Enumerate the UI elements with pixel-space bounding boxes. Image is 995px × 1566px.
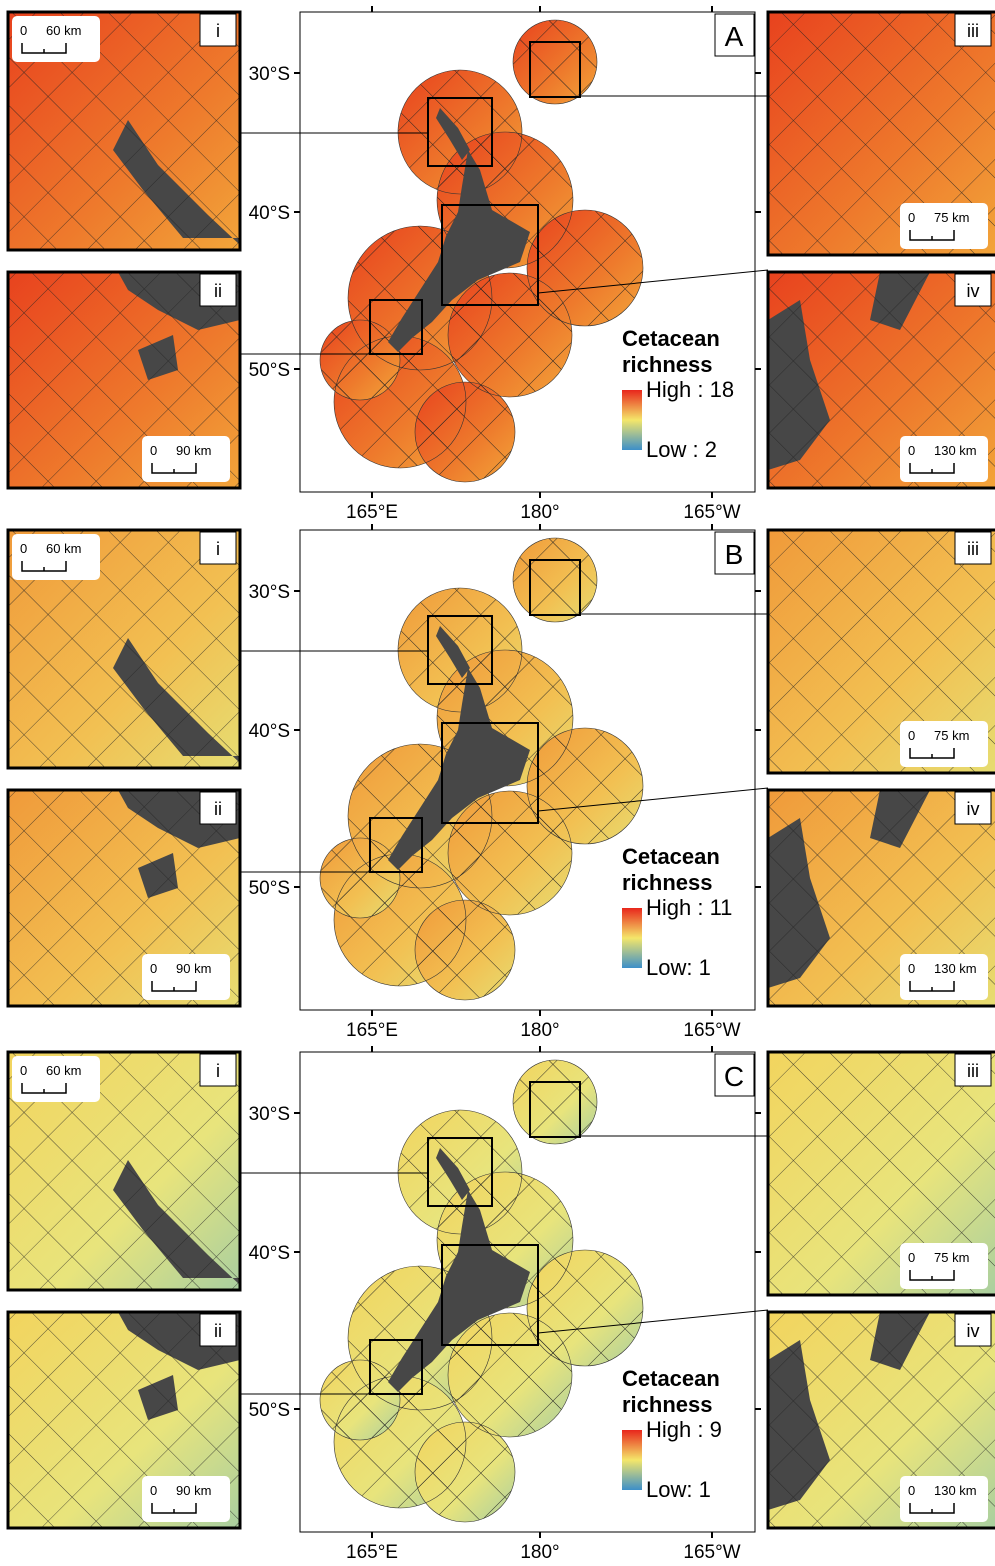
inset-label: ii	[214, 281, 222, 301]
inset-label: iii	[967, 21, 979, 41]
scale-distance: 75 km	[934, 210, 969, 225]
y-tick-label: 50°S	[249, 1400, 290, 1421]
y-tick-label: 40°S	[249, 1243, 290, 1264]
scale-zero: 0	[20, 1063, 27, 1078]
inset: i 0 60 km	[8, 12, 240, 250]
inset-label: i	[216, 21, 220, 41]
legend-low: Low: 1	[646, 955, 711, 980]
scale-zero: 0	[908, 1483, 915, 1498]
inset-label: ii	[214, 799, 222, 819]
inset-label: iv	[967, 1321, 980, 1341]
hatching	[513, 538, 597, 622]
figure: 30°S 40°S 50°S 165°E 180° 165°W A Cetacean rich…	[0, 0, 995, 1566]
y-tick-label: 30°S	[249, 1104, 290, 1125]
inset-label: iv	[967, 281, 980, 301]
x-tick-label: 180°	[520, 502, 559, 523]
inset: i 0 60 km	[8, 1052, 240, 1290]
scale-zero: 0	[20, 23, 27, 38]
panel-label: B	[725, 539, 744, 570]
scale-zero: 0	[908, 210, 915, 225]
scale-distance: 130 km	[934, 961, 977, 976]
y-tick-label: 40°S	[249, 721, 290, 742]
inset: iii 0 75 km	[768, 530, 995, 773]
inset-label: iv	[967, 799, 980, 819]
y-tick-label: 30°S	[249, 582, 290, 603]
scale-distance: 60 km	[46, 1063, 81, 1078]
inset: iv 0 130 km	[768, 790, 995, 1006]
legend-title-box: Cetacean richness	[622, 844, 762, 900]
scale-zero: 0	[150, 1483, 157, 1498]
legend-gradient	[622, 390, 642, 450]
scale-zero: 0	[908, 961, 915, 976]
inset-label: i	[216, 539, 220, 559]
legend-high: High : 9	[646, 1417, 722, 1442]
scale-distance: 90 km	[176, 961, 211, 976]
scale-distance: 130 km	[934, 443, 977, 458]
scale-zero: 0	[150, 443, 157, 458]
y-tick-label: 50°S	[249, 878, 290, 899]
scale-zero: 0	[150, 961, 157, 976]
panel-label: C	[724, 1061, 744, 1092]
x-tick-label: 165°W	[683, 502, 740, 523]
hatching	[415, 900, 515, 1000]
x-tick-label: 180°	[520, 1542, 559, 1563]
x-tick-label: 165°W	[683, 1542, 740, 1563]
scale-distance: 60 km	[46, 23, 81, 38]
hatching	[320, 838, 400, 918]
legend-title: Cetacean richness	[622, 326, 762, 378]
scale-distance: 60 km	[46, 541, 81, 556]
y-tick-label: 50°S	[249, 360, 290, 381]
panel: 30°S 40°S 50°S 165°E 180° 165°W B Cetacean rich…	[8, 524, 995, 1041]
inset: iv 0 130 km	[768, 272, 995, 488]
inset: ii 0 90 km	[8, 272, 240, 488]
legend-high: High : 11	[646, 895, 732, 920]
legend-title-box: Cetacean richness	[622, 326, 762, 382]
legend-low: Low: 1	[646, 1477, 711, 1502]
legend-title: Cetacean richness	[622, 1366, 762, 1418]
scale-zero: 0	[908, 443, 915, 458]
inset: iv 0 130 km	[768, 1312, 995, 1528]
legend-title-box: Cetacean richness	[622, 1366, 762, 1422]
scale-distance: 130 km	[934, 1483, 977, 1498]
inset: ii 0 90 km	[8, 790, 240, 1006]
inset: iii 0 75 km	[768, 12, 995, 255]
hatching	[513, 20, 597, 104]
legend-title: Cetacean richness	[622, 844, 762, 896]
scale-distance: 75 km	[934, 1250, 969, 1265]
scale-distance: 90 km	[176, 443, 211, 458]
hatching	[415, 382, 515, 482]
scale-zero: 0	[908, 728, 915, 743]
inset-label: iii	[967, 539, 979, 559]
hatching	[320, 320, 400, 400]
x-tick-label: 165°E	[346, 1020, 398, 1041]
y-tick-label: 30°S	[249, 64, 290, 85]
y-tick-label: 40°S	[249, 203, 290, 224]
panel: 30°S 40°S 50°S 165°E 180° 165°W C Cetacean rich…	[8, 1046, 995, 1563]
legend-gradient	[622, 908, 642, 968]
inset-label: iii	[967, 1061, 979, 1081]
scale-zero: 0	[908, 1250, 915, 1265]
hatching	[320, 1360, 400, 1440]
inset: i 0 60 km	[8, 530, 240, 768]
panel-label: A	[725, 21, 744, 52]
hatching	[513, 1060, 597, 1144]
inset-label: i	[216, 1061, 220, 1081]
x-tick-label: 165°E	[346, 1542, 398, 1563]
legend-low: Low : 2	[646, 437, 717, 462]
scale-distance: 75 km	[934, 728, 969, 743]
panel: 30°S 40°S 50°S 165°E 180° 165°W A Cetacean rich…	[8, 6, 995, 523]
scale-zero: 0	[20, 541, 27, 556]
scale-distance: 90 km	[176, 1483, 211, 1498]
inset-label: ii	[214, 1321, 222, 1341]
inset: iii 0 75 km	[768, 1052, 995, 1295]
legend-gradient	[622, 1430, 642, 1490]
x-tick-label: 165°E	[346, 502, 398, 523]
legend-high: High : 18	[646, 377, 734, 402]
x-tick-label: 180°	[520, 1020, 559, 1041]
x-tick-label: 165°W	[683, 1020, 740, 1041]
hatching	[415, 1422, 515, 1522]
inset: ii 0 90 km	[8, 1312, 240, 1528]
